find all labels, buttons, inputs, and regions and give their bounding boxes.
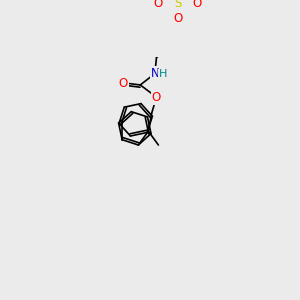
Text: O: O <box>192 0 202 10</box>
Text: O: O <box>118 77 128 90</box>
Text: N: N <box>151 67 159 80</box>
Text: O: O <box>154 0 163 10</box>
Text: H: H <box>159 69 167 80</box>
Text: O: O <box>152 91 161 103</box>
Text: S: S <box>174 0 181 10</box>
Text: O: O <box>173 12 182 25</box>
